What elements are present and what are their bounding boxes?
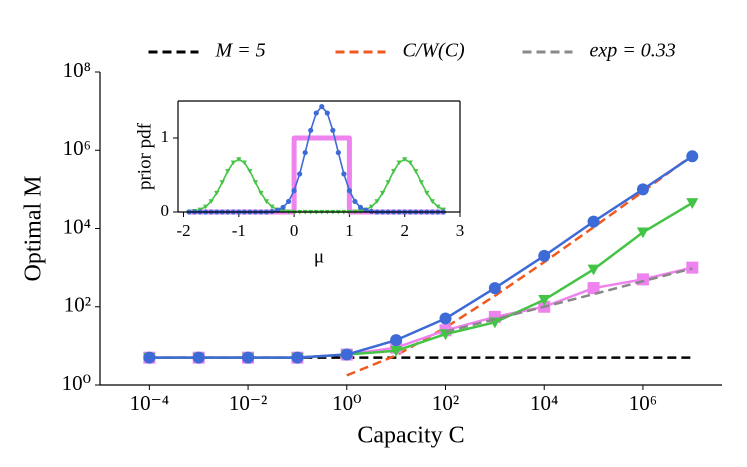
marker [242,351,255,364]
marker [424,190,430,196]
marker [402,157,408,162]
marker [208,199,214,204]
marker [236,157,242,162]
marker [143,351,156,364]
x-tick-label: 10² [432,391,459,415]
marker [225,169,231,174]
y-tick-label: 1 [161,127,170,146]
series-line [445,267,693,333]
x-tick-label: 10⁻⁴ [130,391,169,415]
marker [538,249,551,262]
marker [335,149,341,156]
x-tick-label: 3 [456,221,465,240]
marker [308,127,314,133]
marker [269,204,275,210]
y-axis-label: prior pdf [134,122,155,190]
marker [297,171,303,177]
x-tick-label: 10⁶ [629,391,657,415]
x-tick-label: -2 [176,221,190,240]
marker [352,198,358,205]
marker [435,204,441,210]
marker [636,273,649,286]
marker [396,160,402,166]
marker [686,198,699,209]
marker [203,204,209,210]
marker [686,150,699,163]
marker [587,215,600,228]
marker [324,110,330,116]
marker [341,171,347,177]
marker [357,204,364,210]
x-tick-label: 2 [400,221,409,240]
series-line [346,154,694,377]
marker [390,345,403,357]
x-tick-label: 10⁰ [332,391,361,415]
y-tick-label: 10⁸ [63,58,91,82]
marker [429,199,435,204]
legend-label: M = 5 [215,40,266,62]
marker [192,351,205,364]
marker [291,188,297,194]
marker [241,160,247,166]
marker [340,348,353,361]
marker [636,227,649,239]
y-tick-label: 10⁶ [63,136,91,160]
x-axis-label: Capacity C [357,423,464,449]
x-tick-label: -1 [232,221,246,240]
legend-label: C/W(C) [403,40,466,62]
y-axis-label: Optimal M [21,176,47,282]
marker [330,127,336,133]
y-tick-label: 10⁰ [62,371,91,395]
marker [407,160,413,166]
y-tick-label: 0 [161,201,170,220]
legend-label: exp = 0.33 [590,40,676,62]
marker [291,351,304,364]
x-axis-label: μ [314,246,324,267]
marker [346,188,353,194]
marker [252,180,259,185]
marker [258,190,264,196]
marker [357,209,364,214]
marker [488,282,501,295]
marker [418,180,424,185]
marker [219,180,225,185]
marker [538,295,551,306]
marker [374,199,380,204]
marker [413,169,419,174]
marker [313,110,319,116]
series-line [149,266,693,359]
marker [214,190,220,196]
marker [230,160,236,166]
marker [587,282,600,295]
marker [368,204,375,210]
marker [280,204,286,210]
x-tick-label: 10⁻² [229,391,267,415]
marker [587,264,600,276]
marker [247,169,253,174]
marker [686,261,699,274]
marker [285,198,292,205]
x-tick-label: 10⁴ [530,391,558,415]
marker [385,180,391,185]
marker [379,190,386,196]
x-tick-label: 0 [290,221,299,240]
inset-background [178,101,460,212]
series-line [149,155,693,359]
marker [319,103,325,110]
x-tick-label: 1 [345,221,354,240]
marker [302,149,308,156]
marker [636,183,649,196]
marker [280,209,286,214]
marker [439,312,452,325]
marker [263,199,270,204]
marker [390,334,403,347]
marker [391,169,397,174]
y-tick-label: 10² [64,293,91,317]
y-tick-label: 10⁴ [63,214,91,238]
